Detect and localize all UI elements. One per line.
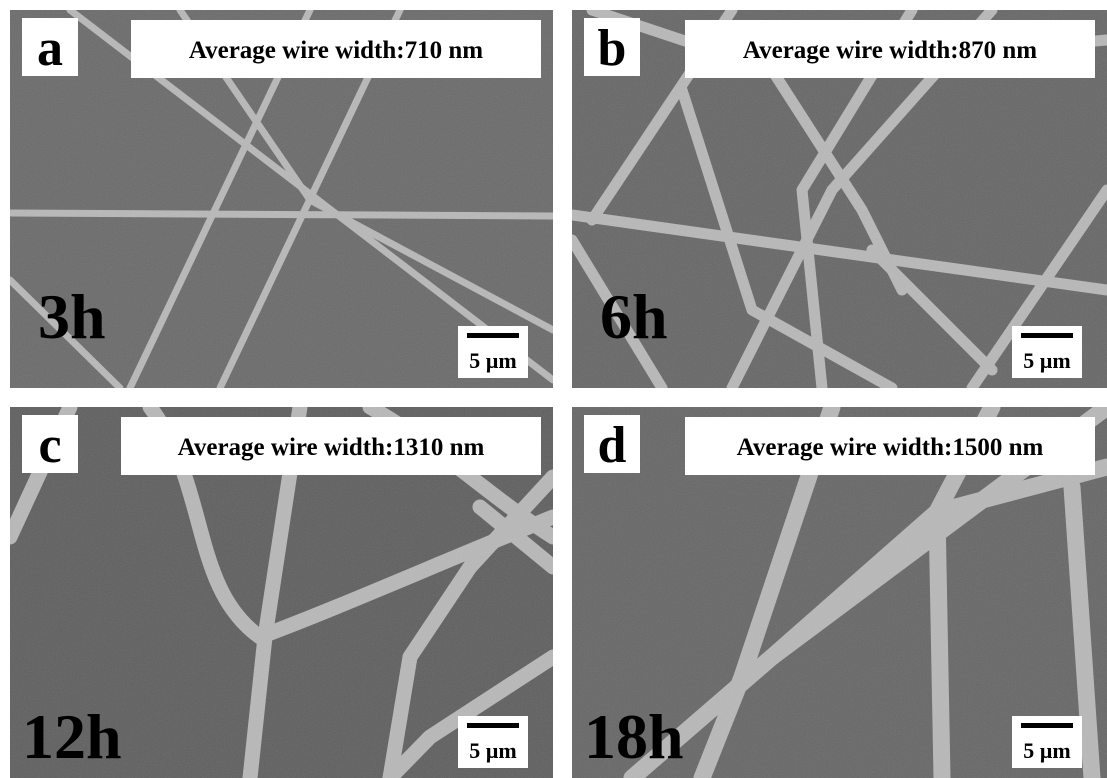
caption: Average wire width:870 nm (743, 37, 1037, 64)
scale-label: 5 µm (1023, 348, 1071, 373)
caption: Average wire width:1500 nm (737, 434, 1044, 461)
time-label: 12h (22, 701, 122, 772)
panel-letter: b (598, 20, 627, 77)
scale-bar (1021, 723, 1073, 728)
panel-letter: a (37, 20, 63, 77)
scale-bar (467, 333, 519, 338)
time-label: 6h (600, 281, 668, 352)
figure: a Average wire width:710 nm 3h 5 µm b Average… (0, 0, 1107, 778)
caption: Average wire width:710 nm (189, 37, 483, 64)
time-label: 18h (584, 701, 684, 772)
caption: Average wire width:1310 nm (178, 434, 485, 461)
time-label: 3h (38, 281, 106, 352)
panel-letter: d (598, 417, 627, 474)
scale-bar (467, 723, 519, 728)
panel-letter: c (38, 417, 61, 474)
page: {"panels": [ {"label": "a", "caption": "… (0, 0, 1107, 778)
scale-label: 5 µm (469, 738, 517, 763)
scale-bar (1021, 333, 1073, 338)
scale-label: 5 µm (1023, 738, 1071, 763)
scale-label: 5 µm (469, 348, 517, 373)
